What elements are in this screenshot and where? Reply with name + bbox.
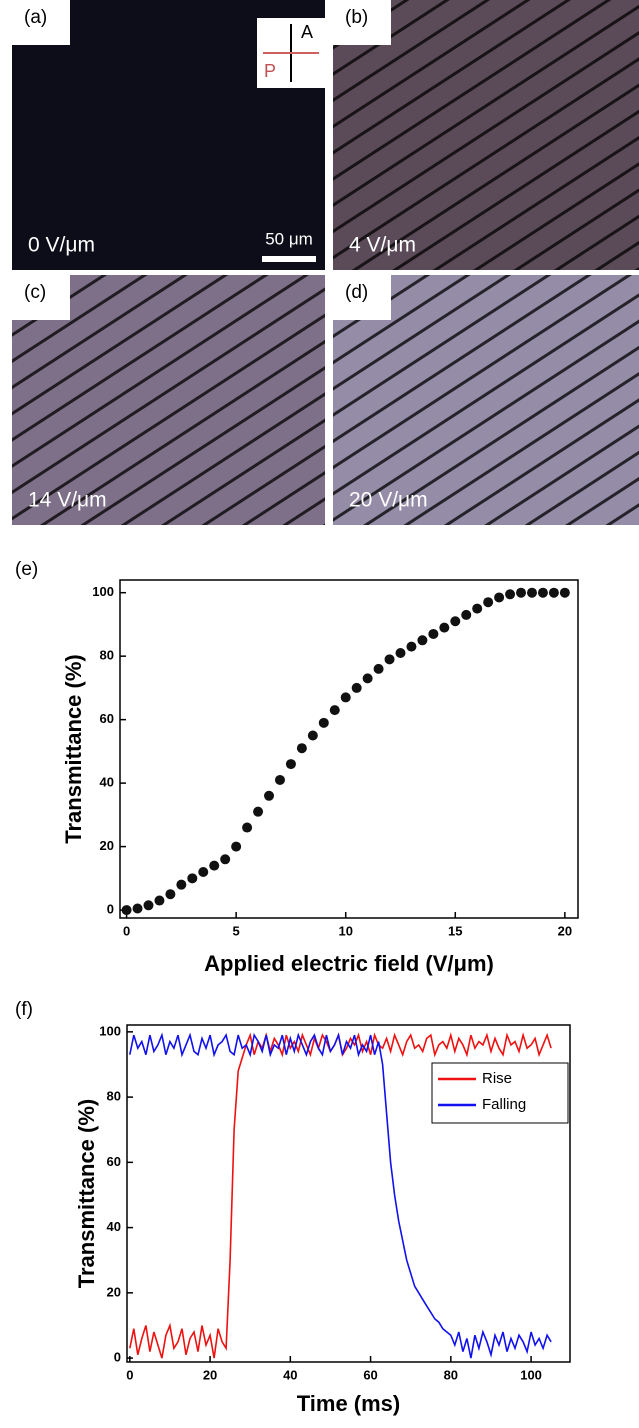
y-tick-label: 40	[100, 775, 114, 790]
x-tick-label: 0	[126, 1367, 133, 1382]
data-point	[362, 673, 373, 684]
data-point	[154, 895, 165, 906]
data-point	[296, 743, 307, 754]
data-point	[526, 587, 537, 598]
data-point	[220, 854, 231, 865]
y-tick-label: 100	[99, 1023, 121, 1038]
scale-bar-label: 50 μm	[265, 229, 313, 248]
x-tick-label: 60	[363, 1367, 377, 1382]
legend-label: Rise	[482, 1070, 512, 1087]
panel-label: (a)	[24, 7, 47, 28]
y-tick-label: 80	[107, 1089, 121, 1104]
field-label: 14 V/μm	[28, 489, 107, 512]
data-point	[417, 635, 428, 646]
y-tick-label: 60	[107, 1154, 121, 1169]
data-point	[461, 609, 472, 620]
micrograph-panels: (a) 0 V/μm (b) 4 V/μm (c) 14 V/μm (d) 20 V/μm 50…	[12, 0, 639, 525]
data-point	[165, 889, 176, 900]
polarizer-label: P	[264, 61, 276, 81]
data-point	[450, 616, 461, 627]
panel-label: (b)	[345, 7, 368, 28]
data-point	[176, 879, 187, 890]
data-line	[129, 1032, 552, 1359]
label-box	[12, 0, 70, 45]
field-label: 0 V/μm	[28, 234, 95, 257]
label-box	[12, 275, 70, 320]
x-tick-label: 80	[444, 1367, 458, 1382]
panel-label: (e)	[15, 559, 38, 580]
y-axis-title: Transmittance (%)	[74, 1099, 99, 1289]
x-axis-title: Applied electric field (V/μm)	[204, 951, 494, 976]
data-point	[121, 905, 132, 916]
x-tick-label: 40	[283, 1367, 297, 1382]
panel-label: (c)	[24, 282, 46, 303]
data-point	[406, 641, 417, 652]
data-point	[537, 587, 548, 598]
data-point	[340, 692, 351, 703]
y-tick-label: 20	[100, 838, 114, 853]
legend-box	[431, 1062, 569, 1124]
field-label: 20 V/μm	[349, 489, 428, 512]
x-tick-label: 5	[233, 923, 240, 938]
data-point	[264, 790, 275, 801]
data-point	[274, 774, 285, 785]
data-point	[242, 822, 253, 833]
panel-label: (f)	[15, 999, 33, 1020]
label-box	[333, 275, 391, 320]
y-tick-label: 20	[107, 1284, 121, 1299]
data-point	[395, 647, 406, 658]
data-point	[307, 730, 318, 741]
legend-label: Falling	[482, 1096, 526, 1113]
y-axis-title: Transmittance (%)	[61, 654, 86, 844]
data-point	[187, 873, 198, 884]
data-point	[329, 705, 340, 716]
x-tick-label: 10	[338, 923, 352, 938]
data-point	[351, 682, 362, 693]
x-tick-label: 20	[558, 923, 572, 938]
y-tick-label: 80	[100, 648, 114, 663]
data-point	[384, 654, 395, 665]
data-point	[505, 589, 516, 600]
data-point	[559, 587, 570, 598]
x-tick-label: 0	[123, 923, 130, 938]
label-box	[333, 0, 391, 45]
x-tick-label: 15	[448, 923, 462, 938]
analyzer-label: A	[301, 22, 313, 42]
panel-label: (d)	[345, 282, 368, 303]
data-point	[132, 903, 143, 914]
field-label: 4 V/μm	[349, 234, 416, 257]
data-point	[285, 759, 296, 770]
scale-bar	[262, 256, 316, 262]
data-point	[472, 603, 483, 614]
data-point	[198, 866, 209, 877]
data-point	[483, 597, 494, 608]
data-point	[494, 592, 505, 603]
data-point	[548, 587, 559, 598]
plot-frame	[126, 1024, 571, 1363]
data-point	[253, 806, 264, 817]
data-point	[516, 587, 527, 598]
x-axis-title: Time (ms)	[297, 1391, 401, 1416]
data-point	[143, 900, 154, 911]
x-tick-label: 20	[203, 1367, 217, 1382]
y-tick-label: 40	[107, 1219, 121, 1234]
data-point	[209, 860, 220, 871]
data-point	[373, 663, 384, 674]
data-point	[439, 622, 450, 633]
data-point	[231, 841, 242, 852]
y-tick-label: 0	[114, 1350, 121, 1365]
y-tick-label: 60	[100, 711, 114, 726]
y-tick-label: 100	[92, 584, 114, 599]
plot-frame	[119, 579, 579, 919]
data-point	[428, 628, 439, 639]
y-tick-label: 0	[107, 902, 114, 917]
data-point	[318, 717, 329, 728]
x-tick-label: 100	[520, 1367, 542, 1382]
